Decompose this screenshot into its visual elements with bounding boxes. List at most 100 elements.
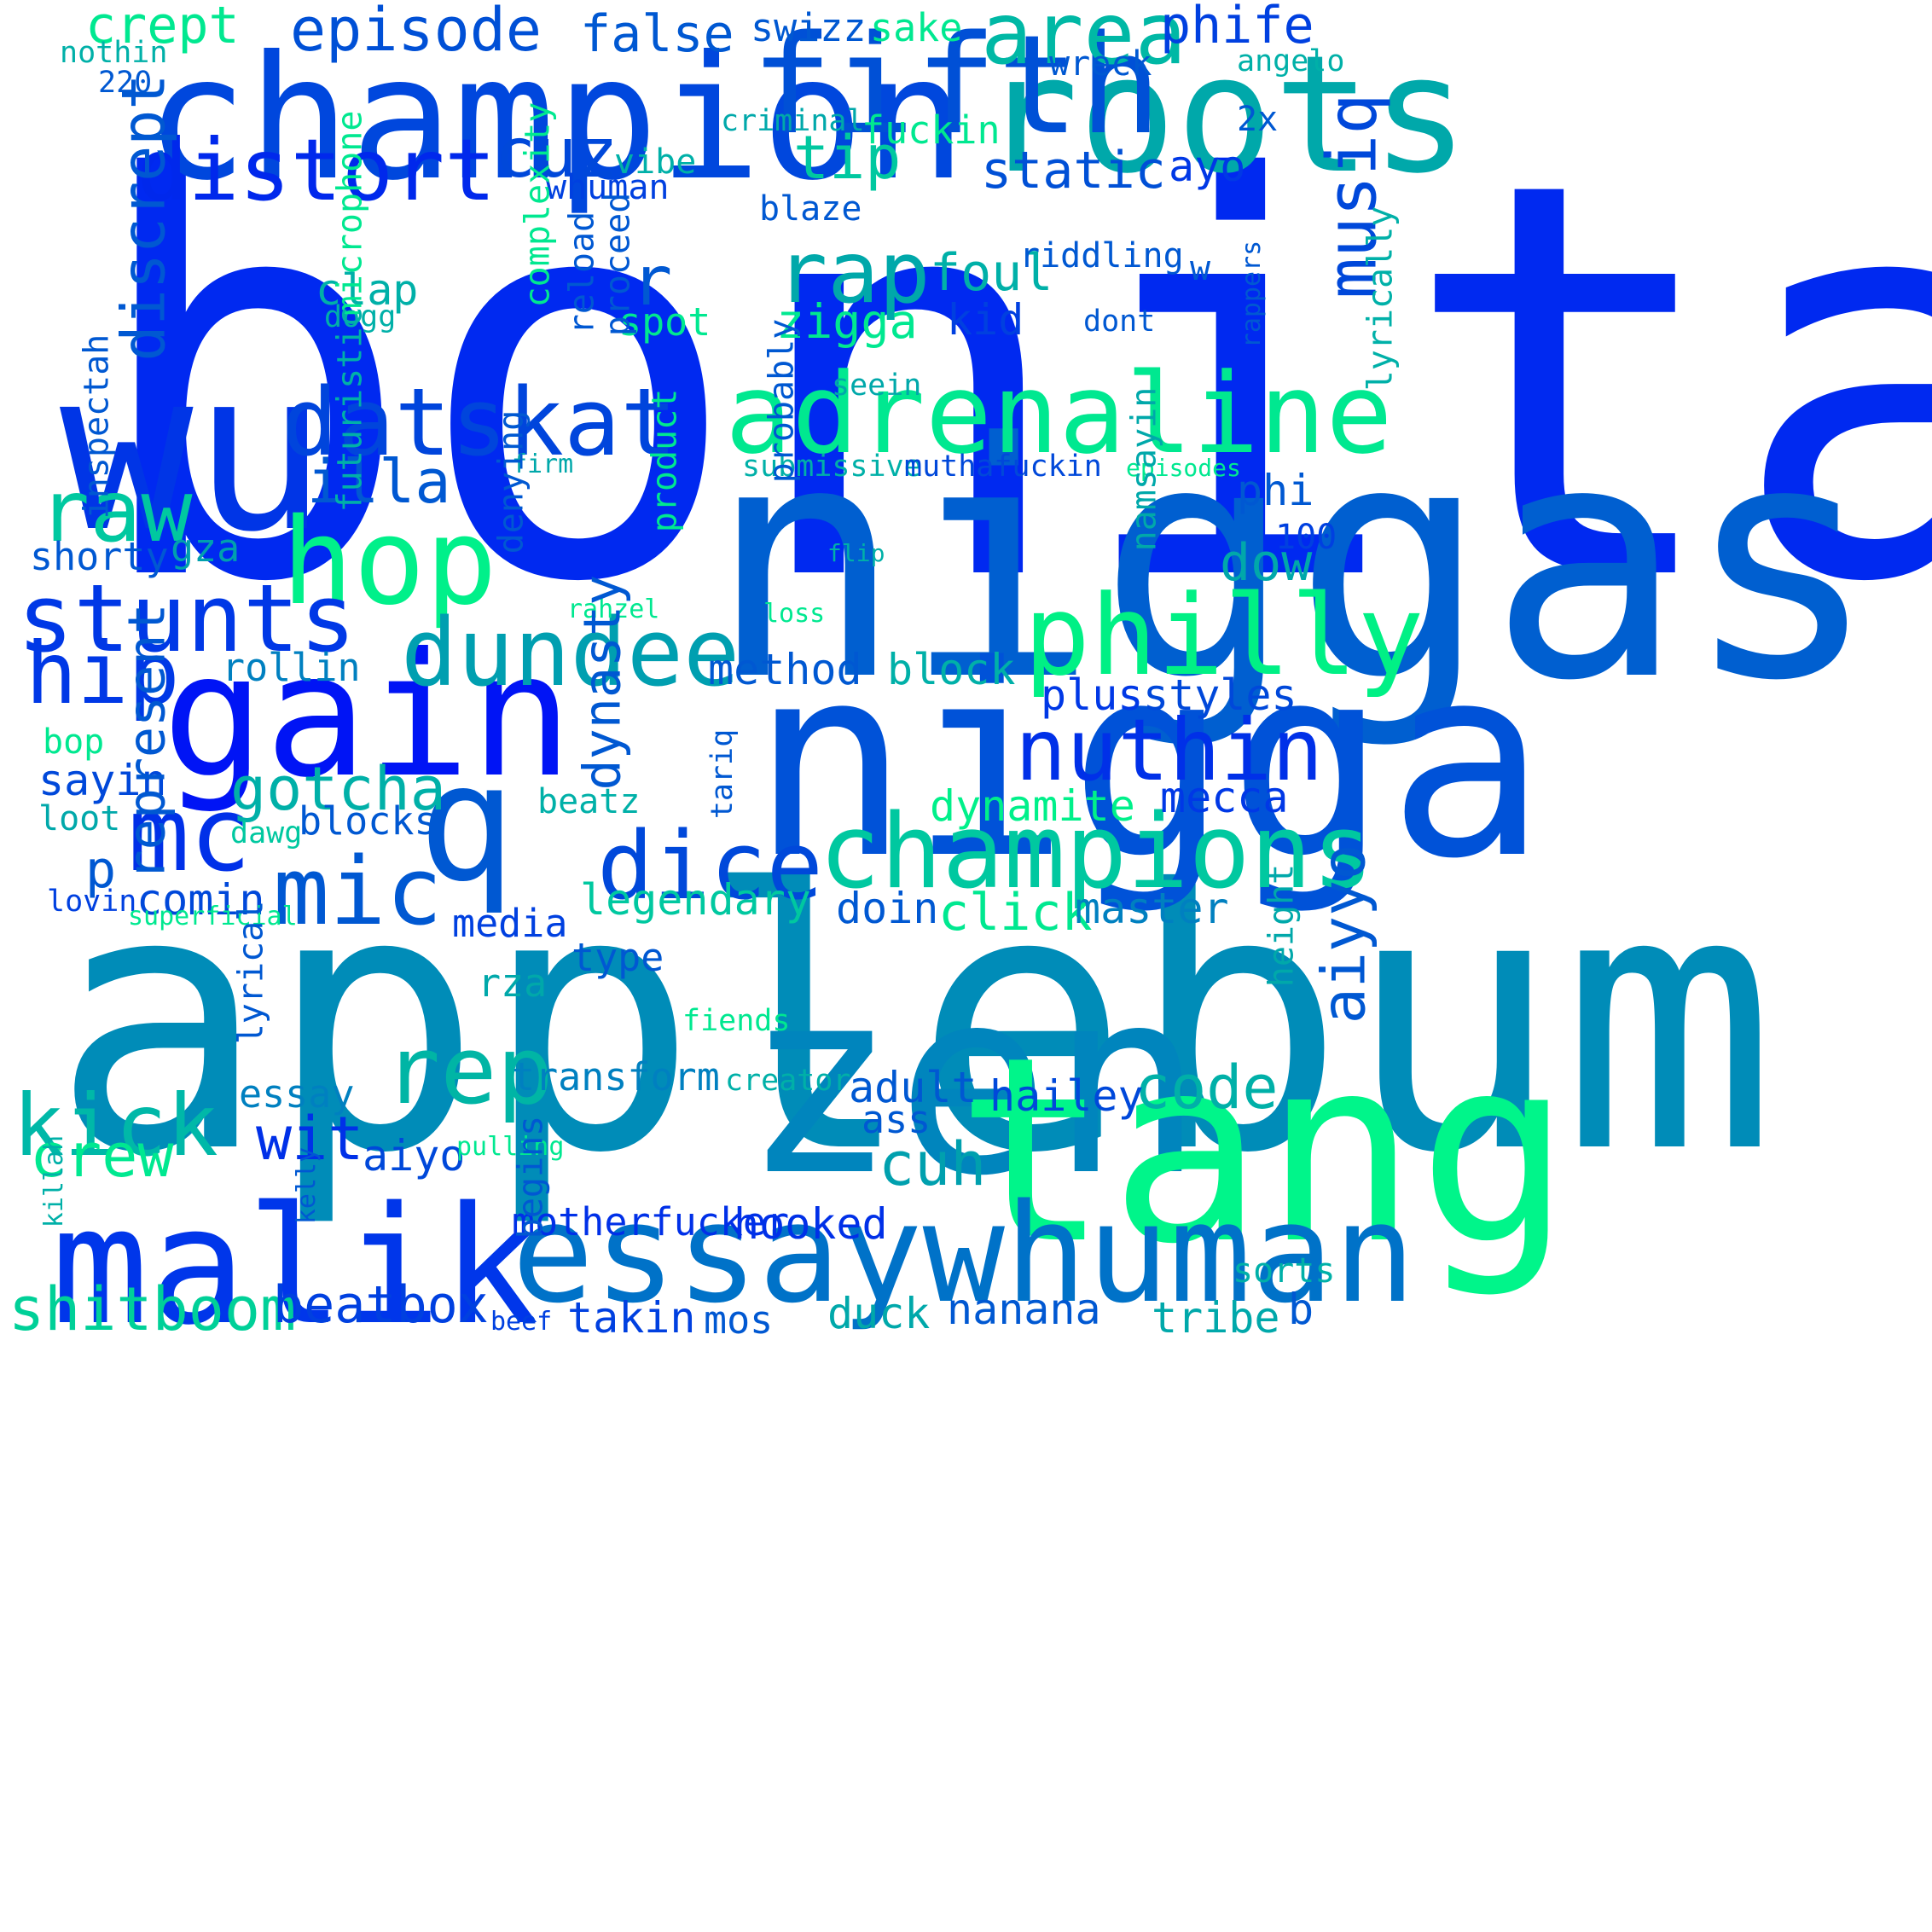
word-aiyyo: aiyyo <box>1308 844 1379 1024</box>
word-creator: creator <box>725 1064 851 1098</box>
word-kelly: kelly <box>292 1146 322 1225</box>
word-styles: styles <box>1143 670 1297 720</box>
word-criminal: criminal <box>721 104 865 138</box>
word-phife: phife <box>1160 0 1314 55</box>
word-pulling: pulling <box>456 1132 565 1162</box>
word-mos: mos <box>704 1297 774 1343</box>
word-reload: reload <box>562 211 602 335</box>
word-illa: illa <box>307 447 451 517</box>
word-zen: zen <box>742 934 1204 1232</box>
word-sorts: sorts <box>1233 1251 1336 1291</box>
word-tang: tang <box>955 1002 1572 1300</box>
word-riddling: riddling <box>1019 236 1184 276</box>
word-wu: wu <box>60 323 328 581</box>
word-kick: kick <box>13 1076 218 1175</box>
word-fifth: fifth <box>751 5 1162 165</box>
word-gza: gza <box>171 525 241 571</box>
word-malik: malik <box>51 1172 539 1361</box>
word-hooked: hooked <box>734 1199 888 1249</box>
word-stunts: stunts <box>17 564 357 673</box>
word-phi: phi <box>1237 466 1314 515</box>
word-rollin: rollin <box>222 645 361 690</box>
word-product: product <box>645 388 685 533</box>
word-rep: rep <box>384 1016 554 1125</box>
word-nuthin: nuthin <box>1015 700 1324 800</box>
word-adrenaline: adrenaline <box>725 349 1393 479</box>
word-wit: wit <box>256 1104 364 1174</box>
word-fuckin: fuckin <box>862 107 1001 153</box>
word-p: p <box>85 840 117 900</box>
word-rza: rza <box>478 960 548 1006</box>
word-namsayin: namsayin <box>1124 386 1164 552</box>
word-fiends: fiends <box>682 1004 791 1038</box>
word-doin: doin <box>836 884 939 933</box>
word-q: q <box>418 728 516 917</box>
word-rappers: rappers <box>1237 240 1268 349</box>
word-roots: roots <box>981 20 1469 209</box>
word-r: r <box>631 241 673 321</box>
word-comin: comin <box>136 875 265 925</box>
word-shorty: shorty <box>30 534 169 579</box>
word-gotcha: gotcha <box>230 754 446 824</box>
word-hailey: hailey <box>989 1071 1144 1121</box>
word-nigga: nigga <box>751 609 1547 917</box>
word-block: block <box>887 645 1016 694</box>
word-static: static <box>981 141 1166 200</box>
word-denying: denying <box>491 409 531 554</box>
word-begins: begins <box>511 1115 551 1239</box>
word-foul: foul <box>930 243 1053 303</box>
word-dogg: dogg <box>324 300 397 334</box>
word-niggas: niggas <box>708 374 1879 751</box>
word-dynamite: dynamite <box>930 781 1135 831</box>
word-tribe: tribe <box>1152 1293 1280 1343</box>
word-mecca: mecca <box>1160 773 1289 822</box>
word-dynasty: dynasty <box>572 574 633 791</box>
word-mic: mic <box>273 837 443 946</box>
word-flip: flip <box>827 539 885 567</box>
word-submissive: submissive <box>742 450 922 484</box>
word-clap: clap <box>316 265 419 315</box>
word-applebum: applebum <box>51 815 1777 1232</box>
word-loot: loot <box>38 799 121 838</box>
word-duck: duck <box>827 1289 931 1338</box>
word-nanana: nanana <box>947 1285 1101 1334</box>
word-dont: dont <box>1083 305 1156 339</box>
word-represent: represent <box>117 603 177 881</box>
word-sake: sake <box>870 5 963 50</box>
word-crew: crew <box>30 1121 174 1191</box>
word-rap: rap <box>776 223 931 322</box>
word-philly: philly <box>1024 571 1424 700</box>
word-episodes: episodes <box>1126 454 1241 482</box>
word-tariq: tariq <box>705 728 740 820</box>
word-inspectah: inspectah <box>77 334 117 519</box>
word-microphone: microphone <box>330 110 370 316</box>
word-height: height <box>1262 863 1302 988</box>
word-cuz: cuz <box>495 113 618 193</box>
word-legendary: legendary <box>580 875 811 925</box>
word-raw: raw <box>38 461 193 561</box>
word-beef: beef <box>490 1307 553 1337</box>
word-probably: probably <box>762 318 802 484</box>
word-firm: firm <box>512 450 574 479</box>
word-tip: tip <box>793 123 902 193</box>
word-lyrical: lyrical <box>231 900 271 1045</box>
word-lyrically: lyrically <box>1361 206 1401 392</box>
word-ass: ass <box>862 1097 931 1142</box>
word-crept: crept <box>85 0 240 55</box>
word-champions: champions <box>819 793 1374 912</box>
word-complexity: complexity <box>518 102 558 308</box>
word-b: b <box>1288 1285 1314 1334</box>
word-220: 220 <box>98 66 153 100</box>
word-bop: bop <box>43 722 105 762</box>
word-futuristic: futuristic <box>330 306 370 513</box>
word-vibe: vibe <box>614 142 697 182</box>
word-cuh: cuh <box>879 1129 987 1199</box>
word-plus: plus <box>1041 670 1144 720</box>
word-dundee: dundee <box>401 598 740 707</box>
word-beatbox: beatbox <box>273 1275 489 1335</box>
word-gain: gain <box>162 617 573 815</box>
word-w: w <box>1190 249 1211 288</box>
word-blocks: blocks <box>299 798 438 844</box>
word-mc: mc <box>128 776 252 895</box>
